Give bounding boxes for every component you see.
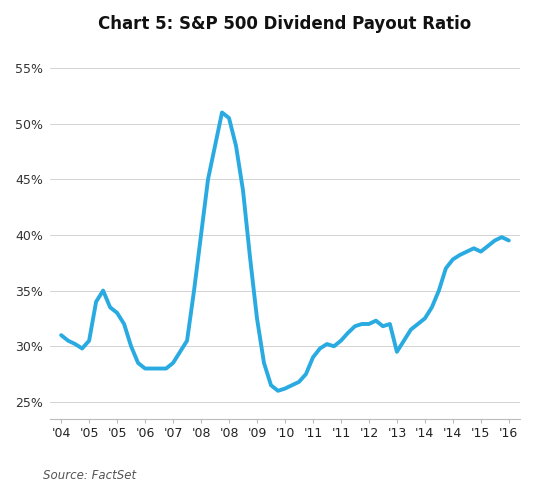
Text: Source: FactSet: Source: FactSet [43, 469, 136, 482]
Title: Chart 5: S&P 500 Dividend Payout Ratio: Chart 5: S&P 500 Dividend Payout Ratio [98, 15, 471, 33]
